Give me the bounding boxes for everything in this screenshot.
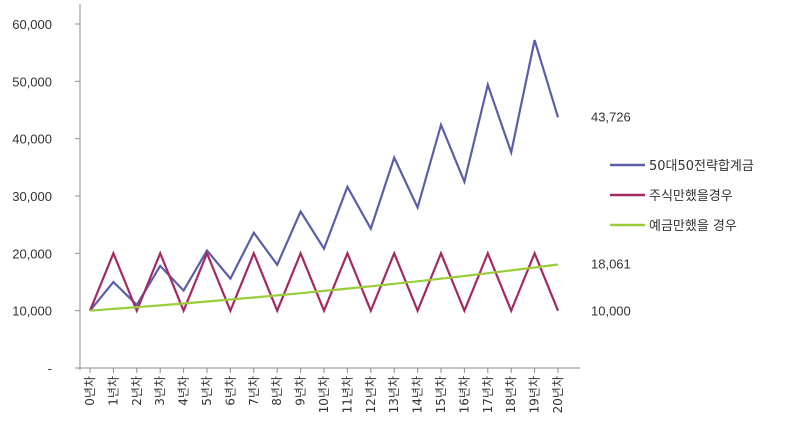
x-tick-label: 2년차 [130,376,144,406]
x-tick-label: 1년차 [106,376,120,406]
x-tick-label: 8년차 [270,376,284,406]
x-tick-label: 13년차 [387,376,401,413]
x-tick-label: 19년차 [528,376,542,413]
x-tick-label: 7년차 [247,376,261,406]
x-tick-label: 16년차 [457,376,471,413]
x-tick-label: 17년차 [481,376,495,413]
x-tick-label: 14년차 [411,376,425,413]
x-tick-label: 3년차 [153,376,167,406]
x-axis: 0년차 1년차 2년차 3년차 4년차 5년차 6년차 7년차 8년차 9년차 10년차 11년차 12… [80,367,580,413]
x-tick-label: 11년차 [340,376,354,413]
x-tick-label: 4년차 [177,376,191,406]
x-tick-label: 5년차 [200,376,214,406]
y-tick-label: 20,000 [12,246,52,261]
y-tick-label: 60,000 [12,17,52,32]
y-tick-label: 10,000 [12,304,52,319]
y-tick-label: 50,000 [12,74,52,89]
legend-label-3: 예금만했을 경우 [649,218,737,234]
series-line-2 [88,250,560,314]
legend-label-2: 주식만했을경우 [649,188,733,204]
x-tick-label: 9년차 [294,376,308,406]
end-label: 10,000 [591,304,631,319]
y-axis: - 10,000 20,000 30,000 40,000 50,000 60,000 [12,4,81,376]
x-tick-label: 12년차 [364,376,378,413]
y-tick-label: 30,000 [12,189,52,204]
y-tick-label: - [48,361,52,376]
series-line-1 [89,39,560,312]
end-label: 43,726 [591,109,631,124]
series-line-3 [89,263,559,312]
x-tick-label: 0년차 [83,376,97,406]
x-tick-label: 18년차 [504,376,518,413]
series-lines [88,39,560,314]
x-tick-label: 6년차 [223,376,237,406]
x-tick-label: 15년차 [434,376,448,413]
y-tick-label: 40,000 [12,132,52,147]
x-tick-label: 20년차 [551,376,565,413]
end-label: 18,061 [591,256,631,271]
legend-label-1: 50대50전략합계금 [649,159,754,174]
end-labels: 43,726 18,061 10,000 [591,109,631,318]
x-tick-label: 10년차 [317,376,331,413]
